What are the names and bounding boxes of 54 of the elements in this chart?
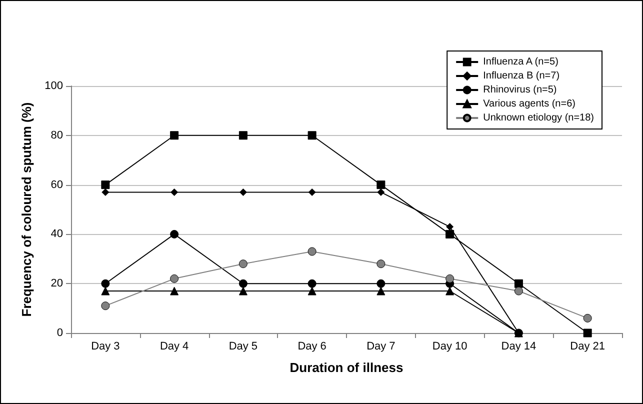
x-tick-label: Day 5 <box>228 340 258 352</box>
point <box>101 286 110 296</box>
x-tick-label: Day 4 <box>160 340 189 352</box>
point <box>446 230 454 238</box>
x-axis-title: Duration of illness <box>290 360 404 375</box>
point <box>170 188 178 196</box>
point <box>238 286 248 296</box>
y-tick-label: 80 <box>50 129 63 142</box>
x-tick-label: Day 3 <box>91 340 120 352</box>
point <box>239 188 247 196</box>
point <box>308 131 316 140</box>
point <box>446 223 454 231</box>
legend-label: Influenza B (n=7) <box>483 70 560 82</box>
point <box>376 260 386 268</box>
point <box>514 286 523 296</box>
point <box>583 328 592 338</box>
point <box>101 180 110 190</box>
point <box>377 188 385 196</box>
x-tick-label: Day 10 <box>432 340 468 352</box>
point <box>583 314 592 322</box>
point <box>101 302 110 310</box>
y-tick-label: 60 <box>50 178 63 191</box>
point <box>170 274 179 283</box>
point <box>376 286 386 296</box>
point <box>308 247 316 256</box>
point <box>308 286 316 296</box>
point <box>101 279 110 288</box>
y-axis-title: Frequency of coloured sputum (%) <box>19 102 34 317</box>
point <box>238 131 248 140</box>
x-tick-label: Day 7 <box>366 340 396 352</box>
point <box>308 188 316 196</box>
y-tick-label: 0 <box>56 327 63 339</box>
legend-label: Rhinovirus (n=5) <box>483 84 557 96</box>
legend-label: Various agents (n=6) <box>483 98 576 110</box>
point <box>376 180 386 190</box>
x-tick-label: Day 14 <box>501 340 536 352</box>
point <box>308 279 316 288</box>
point <box>170 286 179 296</box>
point <box>446 274 454 283</box>
y-tick-label: 100 <box>44 80 63 92</box>
legend-label: Unknown etiology (n=18) <box>483 112 594 124</box>
x-tick-label: Day 6 <box>298 340 326 352</box>
point <box>170 230 179 238</box>
point <box>514 279 523 288</box>
y-tick-label: 20 <box>50 278 63 290</box>
point <box>238 260 248 268</box>
y-tick-label: 40 <box>50 228 63 240</box>
x-tick-label: Day 21 <box>570 340 605 352</box>
point <box>170 131 179 140</box>
point <box>238 279 248 288</box>
legend-label: Influenza A (n=5) <box>483 56 558 68</box>
point <box>102 188 110 196</box>
point <box>446 286 454 296</box>
point <box>376 279 386 288</box>
